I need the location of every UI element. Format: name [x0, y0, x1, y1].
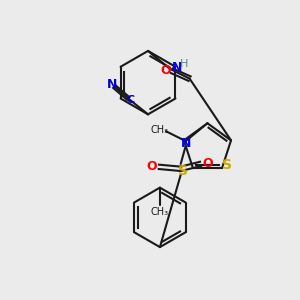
- Text: CH₃: CH₃: [151, 207, 169, 218]
- Text: S: S: [222, 158, 232, 172]
- Text: O: O: [147, 160, 157, 173]
- Text: O: O: [202, 158, 213, 170]
- Text: N: N: [172, 61, 182, 74]
- Text: N: N: [181, 136, 191, 150]
- Text: CH₃: CH₃: [151, 125, 169, 135]
- Text: C: C: [126, 95, 134, 106]
- Text: H: H: [180, 59, 188, 69]
- Text: S: S: [178, 164, 188, 178]
- Text: N: N: [107, 78, 118, 91]
- Text: O: O: [160, 64, 171, 77]
